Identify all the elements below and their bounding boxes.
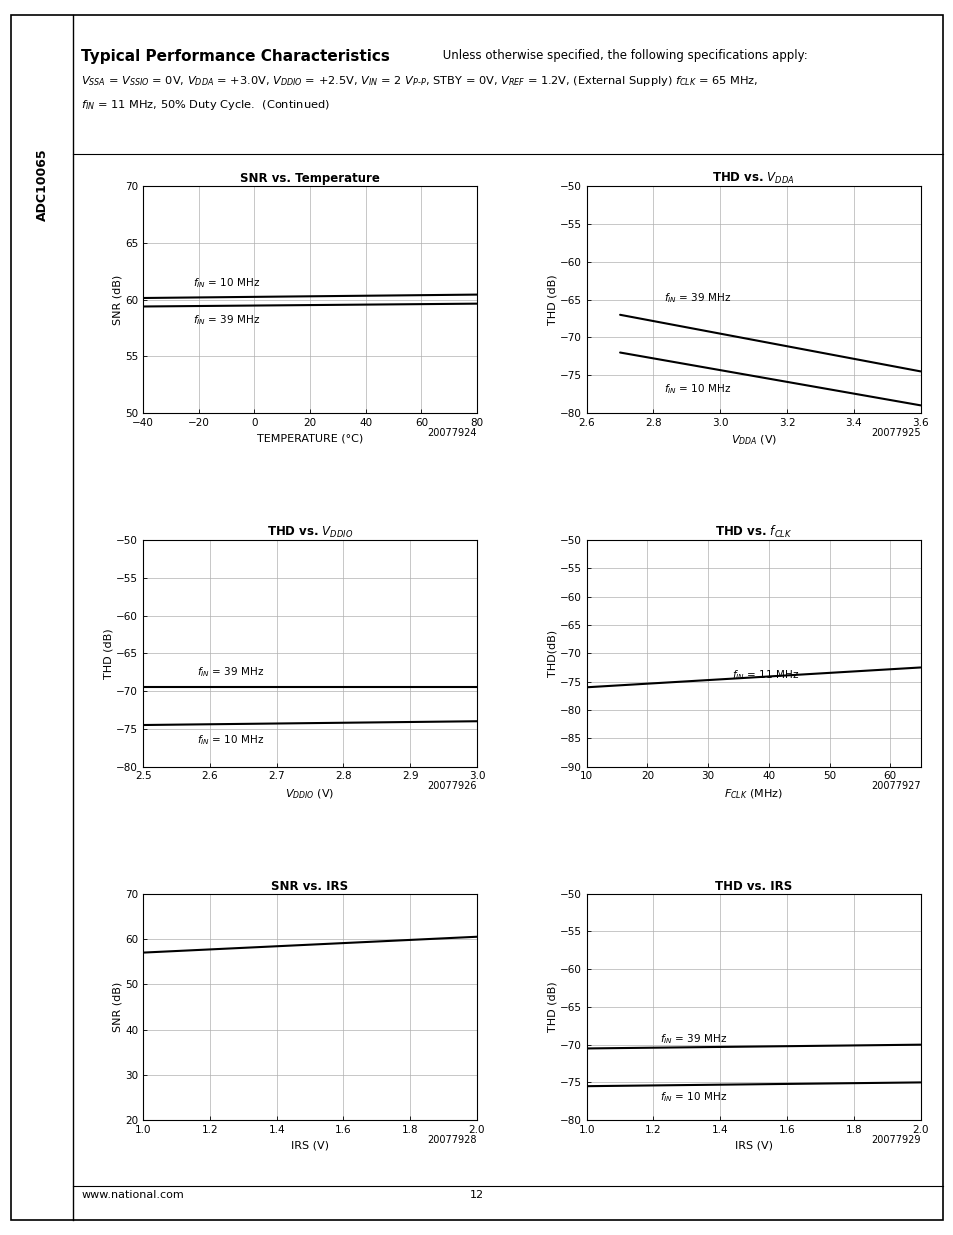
Text: 20077929: 20077929	[870, 1135, 920, 1145]
X-axis label: $F_{CLK}$ (MHz): $F_{CLK}$ (MHz)	[723, 787, 782, 800]
Text: $f_{IN}$ = 39 MHz: $f_{IN}$ = 39 MHz	[659, 1031, 726, 1046]
Title: THD vs. $f_{CLK}$: THD vs. $f_{CLK}$	[714, 524, 792, 540]
Y-axis label: THD (dB): THD (dB)	[103, 629, 113, 678]
Y-axis label: THD(dB): THD(dB)	[546, 630, 557, 677]
X-axis label: IRS (V): IRS (V)	[291, 1141, 329, 1151]
X-axis label: $V_{DDIO}$ (V): $V_{DDIO}$ (V)	[285, 787, 335, 800]
Text: $f_{IN}$ = 39 MHz: $f_{IN}$ = 39 MHz	[196, 666, 263, 679]
Text: 20077924: 20077924	[427, 427, 476, 437]
Text: $f_{IN}$ = 39 MHz: $f_{IN}$ = 39 MHz	[663, 291, 730, 305]
Y-axis label: SNR (dB): SNR (dB)	[112, 274, 122, 325]
Text: ADC10065: ADC10065	[35, 148, 49, 221]
Y-axis label: SNR (dB): SNR (dB)	[112, 982, 122, 1032]
Title: THD vs. $V_{DDA}$: THD vs. $V_{DDA}$	[712, 172, 794, 186]
Title: THD vs. IRS: THD vs. IRS	[715, 879, 791, 893]
Text: $f_{IN}$ = 10 MHz: $f_{IN}$ = 10 MHz	[193, 275, 260, 290]
Text: $f_{IN}$ = 11 MHz, 50% Duty Cycle.  (Continued): $f_{IN}$ = 11 MHz, 50% Duty Cycle. (Cont…	[81, 98, 330, 111]
Text: $f_{IN}$ = 10 MHz: $f_{IN}$ = 10 MHz	[196, 734, 263, 747]
Text: $f_{IN}$ = 10 MHz: $f_{IN}$ = 10 MHz	[663, 382, 730, 395]
Text: $f_{IN}$ = 39 MHz: $f_{IN}$ = 39 MHz	[193, 314, 260, 327]
Text: 20077928: 20077928	[427, 1135, 476, 1145]
Text: Unless otherwise specified, the following specifications apply:: Unless otherwise specified, the followin…	[438, 49, 807, 63]
Text: 12: 12	[470, 1191, 483, 1200]
Title: SNR vs. Temperature: SNR vs. Temperature	[240, 173, 379, 185]
Text: 20077926: 20077926	[427, 782, 476, 792]
Y-axis label: THD (dB): THD (dB)	[546, 274, 557, 325]
X-axis label: TEMPERATURE (°C): TEMPERATURE (°C)	[256, 433, 363, 443]
X-axis label: $V_{DDA}$ (V): $V_{DDA}$ (V)	[730, 433, 776, 447]
Text: 20077925: 20077925	[870, 427, 920, 437]
Text: $f_{IN}$ = 10 MHz: $f_{IN}$ = 10 MHz	[659, 1091, 726, 1104]
X-axis label: IRS (V): IRS (V)	[734, 1141, 772, 1151]
Y-axis label: THD (dB): THD (dB)	[546, 982, 557, 1032]
Title: THD vs. $V_{DDIO}$: THD vs. $V_{DDIO}$	[267, 525, 353, 540]
Text: Typical Performance Characteristics: Typical Performance Characteristics	[81, 49, 390, 64]
Text: 20077927: 20077927	[870, 782, 920, 792]
Text: $f_{IN}$ = 11 MHz: $f_{IN}$ = 11 MHz	[732, 668, 799, 682]
Title: SNR vs. IRS: SNR vs. IRS	[272, 879, 348, 893]
Text: www.national.com: www.national.com	[81, 1191, 184, 1200]
Text: $V_{SSA}$ = $V_{SSIO}$ = 0V, $V_{DDA}$ = +3.0V, $V_{DDIO}$ = +2.5V, $V_{IN}$ = 2: $V_{SSA}$ = $V_{SSIO}$ = 0V, $V_{DDA}$ =…	[81, 74, 758, 88]
